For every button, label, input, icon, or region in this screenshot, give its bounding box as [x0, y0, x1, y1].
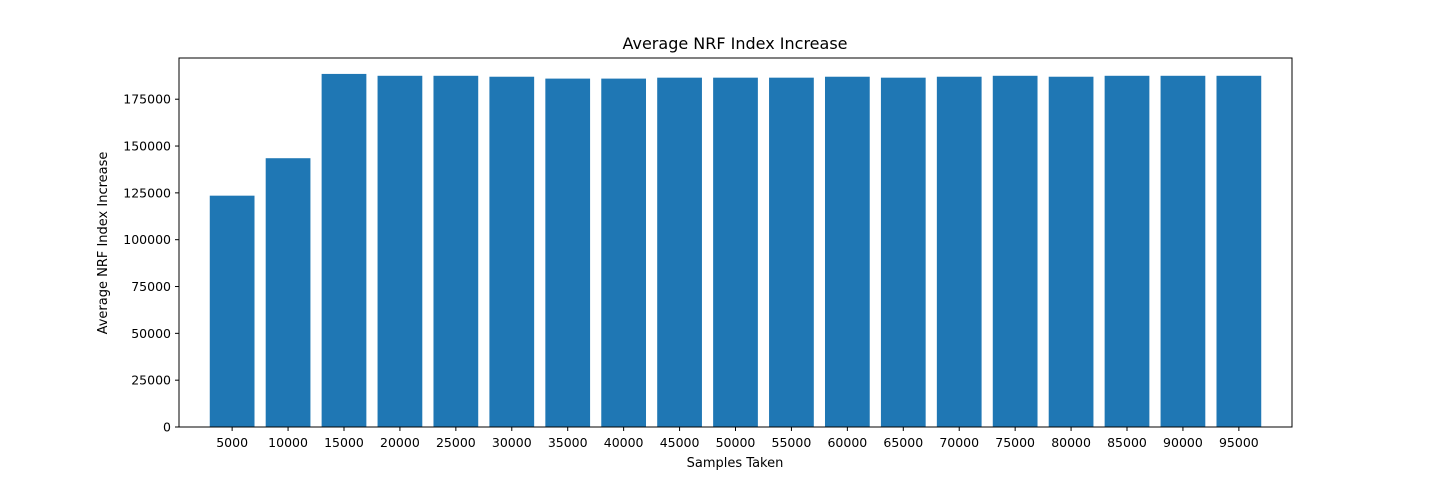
x-tick-label: 20000 [380, 435, 420, 450]
bar-15000 [321, 73, 367, 427]
x-tick-label: 70000 [939, 435, 979, 450]
bar-10000 [265, 158, 311, 427]
x-tick-label: 60000 [827, 435, 867, 450]
x-tick-label: 15000 [324, 435, 364, 450]
y-tick-label: 100000 [123, 232, 171, 247]
y-tick-label: 125000 [123, 185, 171, 200]
bar-85000 [1104, 75, 1150, 427]
y-tick-label: 25000 [131, 373, 171, 388]
x-tick-label: 25000 [436, 435, 476, 450]
x-tick-label: 10000 [268, 435, 308, 450]
chart-title: Average NRF Index Increase [622, 34, 847, 53]
y-tick-label: 0 [163, 420, 171, 435]
bar-5000 [209, 195, 255, 427]
bar-70000 [936, 76, 982, 428]
x-tick-label: 45000 [660, 435, 700, 450]
x-tick-label: 80000 [1051, 435, 1091, 450]
y-axis-ticks: 0 25000 50000 75000 100000 125000 150000 175000 [123, 92, 179, 435]
x-tick-label: 75000 [995, 435, 1035, 450]
x-tick-label: 85000 [1107, 435, 1147, 450]
bar-55000 [769, 77, 814, 427]
bars-layer [209, 73, 1262, 428]
y-tick-label: 175000 [123, 92, 171, 107]
y-axis-label: Average NRF Index Increase [96, 152, 111, 335]
bar-20000 [377, 75, 423, 427]
x-tick-label: 90000 [1163, 435, 1203, 450]
x-tick-label: 95000 [1219, 435, 1259, 450]
x-axis-label: Samples Taken [687, 456, 784, 471]
bar-25000 [433, 75, 479, 427]
bar-90000 [1160, 75, 1206, 427]
x-tick-label: 55000 [772, 435, 812, 450]
bar-75000 [992, 75, 1038, 427]
x-axis-ticks: 5000 10000 15000 20000 25000 30000 35000 40000 4… [216, 427, 1259, 450]
bar-65000 [880, 77, 926, 427]
bar-50000 [713, 77, 758, 427]
x-tick-label: 40000 [604, 435, 644, 450]
bar-60000 [824, 76, 870, 428]
x-tick-label: 35000 [548, 435, 588, 450]
bar-40000 [601, 78, 647, 427]
bar-35000 [545, 78, 591, 427]
y-tick-label: 150000 [123, 139, 171, 154]
bar-95000 [1216, 75, 1262, 427]
bar-80000 [1048, 76, 1094, 428]
x-tick-label: 50000 [716, 435, 756, 450]
x-tick-label: 30000 [492, 435, 532, 450]
y-tick-label: 50000 [131, 326, 171, 341]
bar-45000 [657, 77, 702, 427]
x-tick-label: 65000 [883, 435, 923, 450]
y-tick-label: 75000 [131, 279, 171, 294]
x-tick-label: 5000 [216, 435, 248, 450]
plot-frame [178, 57, 1293, 428]
bar-30000 [489, 76, 535, 428]
